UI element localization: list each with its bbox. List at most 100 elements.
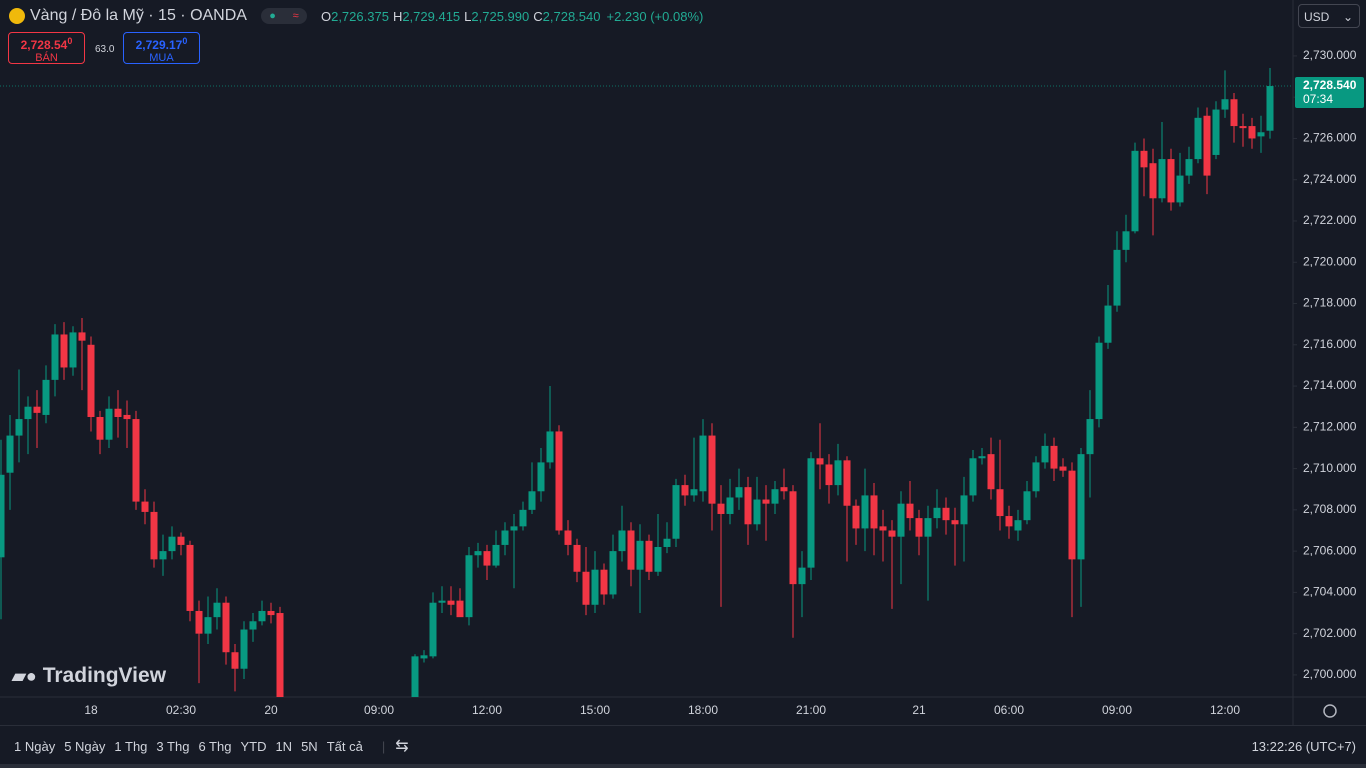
candle-body (1077, 454, 1085, 560)
candle-body (1140, 150, 1148, 168)
range-button[interactable]: 1 Thg (114, 738, 148, 754)
bottom-toolbar: 1 Ngày 5 Ngày 1 Thg 3 Thg 6 Thg YTD 1N 5N Tất cả… (0, 725, 1366, 766)
candle-body (1158, 159, 1166, 199)
x-tick-label: 09:00 (1102, 703, 1132, 717)
candle-body (249, 621, 257, 630)
candle-body (1023, 491, 1031, 521)
candle-body (960, 495, 968, 525)
buy-button[interactable]: 2,729.170 MUA (123, 32, 200, 64)
candle-body (645, 540, 653, 572)
y-tick-label: 2,730.000 (1303, 48, 1357, 62)
candle-body (204, 617, 212, 634)
candle-body (195, 610, 203, 634)
candle-body (744, 487, 752, 525)
candle-body (267, 610, 275, 616)
ohlc-value: 2,728.540 (542, 8, 601, 24)
y-tick-label: 2,726.000 (1303, 131, 1357, 145)
candle-body (699, 435, 707, 492)
date-range-icon[interactable]: ⇆ (395, 738, 409, 755)
candle-body (1212, 109, 1220, 155)
candle-body (546, 431, 554, 463)
ohlc-key: C (533, 8, 543, 24)
y-tick-label: 2,716.000 (1303, 337, 1357, 351)
candle-body (888, 530, 896, 537)
candle-body (1221, 99, 1229, 110)
ohlc-value: 2,726.375 (331, 8, 389, 24)
currency-select[interactable]: USD ⌄ (1298, 4, 1360, 28)
candle-body (510, 526, 518, 531)
y-tick-label: 2,710.000 (1303, 461, 1357, 475)
candle-body (177, 536, 185, 545)
candle-body (1050, 445, 1058, 469)
candle-body (258, 610, 266, 622)
candle-body (825, 464, 833, 486)
x-tick-label: 12:00 (472, 703, 502, 717)
candle-body (996, 489, 1004, 517)
candle-body (150, 511, 158, 560)
candle-body (1095, 342, 1103, 420)
candle-body (15, 419, 23, 436)
candle-body (807, 458, 815, 568)
candle-body (528, 491, 536, 510)
candle-body (1005, 516, 1013, 527)
candle-body (843, 460, 851, 506)
y-tick-label: 2,722.000 (1303, 213, 1357, 227)
candle-body (1122, 231, 1130, 250)
candle-body (159, 551, 167, 560)
y-tick-label: 2,714.000 (1303, 378, 1357, 392)
candle-body (1185, 159, 1193, 176)
range-button[interactable]: 5N (301, 738, 318, 754)
candle-body (852, 505, 860, 529)
candle-body (465, 555, 473, 618)
sell-button[interactable]: 2,728.540 BÁN (8, 32, 85, 64)
symbol-icon (9, 8, 25, 24)
candle-body (735, 487, 743, 498)
candle-body (1059, 466, 1067, 471)
candle-body (168, 536, 176, 552)
range-button[interactable]: 3 Thg (156, 738, 190, 754)
candle-body (51, 334, 59, 380)
candle-body (1041, 445, 1049, 463)
range-button[interactable]: YTD (240, 738, 267, 754)
x-tick-label: 09:00 (364, 703, 394, 717)
candle-body (123, 414, 131, 420)
range-button[interactable]: 5 Ngày (64, 738, 106, 754)
x-tick-label: 18:00 (688, 703, 718, 717)
candle-body (1257, 132, 1265, 137)
candle-body (429, 602, 437, 657)
candle-body (969, 458, 977, 496)
range-button[interactable]: 6 Thg (198, 738, 232, 754)
sell-price: 2,728.54 (20, 38, 68, 52)
watermark: ▰● TradingView (12, 664, 166, 688)
candle-body (186, 544, 194, 611)
settings-icon[interactable] (1323, 704, 1337, 718)
change: +2.230 (+0.08%) (606, 8, 704, 24)
candle-body (582, 571, 590, 605)
symbol-header: Vàng / Đô la Mỹ · 15 · OANDA ● ≈ O 2,726.3… (9, 5, 703, 27)
candle-body (636, 540, 644, 570)
candle-body (573, 544, 581, 572)
candle-body (87, 344, 95, 418)
candle-body (987, 454, 995, 490)
candle-body (1176, 175, 1184, 203)
range-button[interactable]: 1N (275, 738, 293, 754)
candle-body (492, 544, 500, 566)
range-button[interactable]: Tất cả (326, 738, 363, 754)
range-button[interactable]: 1 Ngày (14, 738, 56, 754)
candle-body (717, 503, 725, 514)
candle-body (501, 530, 509, 545)
candle-body (1104, 305, 1112, 343)
price-tag-label: 2,728.540 (1303, 78, 1357, 92)
candle-body (132, 419, 140, 502)
candle-body (438, 600, 446, 603)
candle-body (105, 408, 113, 440)
candle-body (627, 530, 635, 570)
buy-price: 2,729.17 (135, 38, 183, 52)
candle-body (915, 518, 923, 537)
candle-body (1167, 159, 1175, 203)
buy-label: MUA (149, 52, 174, 64)
candle-body (1149, 163, 1157, 199)
axes: 2,700.000 2,702.000 2,704.000 2,706.000 2,70… (84, 48, 1364, 717)
candle-body (663, 538, 671, 547)
